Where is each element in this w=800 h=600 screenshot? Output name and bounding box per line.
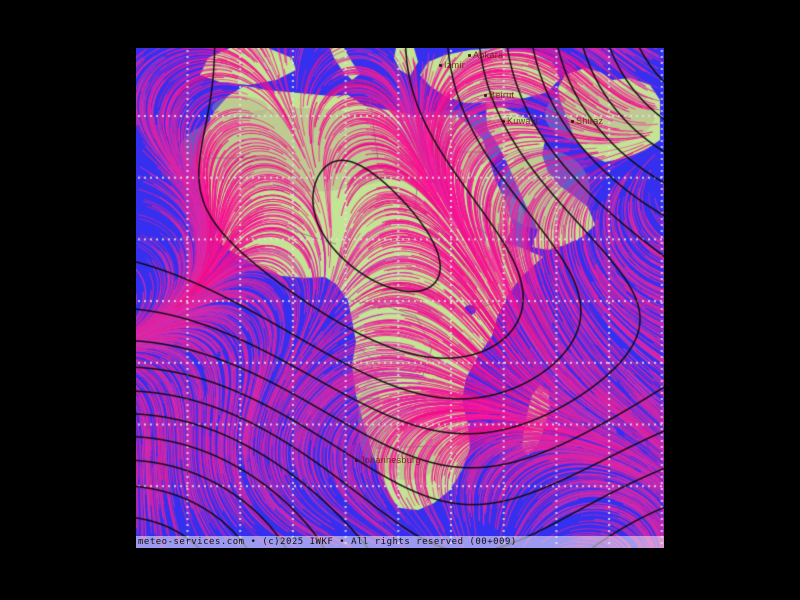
attribution-bar: meteo-services.com • (c)2025 IWKF • All … [136,536,664,548]
wind-streamline-canvas [136,48,664,548]
africa-wind-map: Ankara Izmir Beirut Kuwayt Shiraz Johannesbur… [136,48,664,548]
attribution-text: meteo-services.com • (c)2025 IWKF • All … [138,536,517,547]
